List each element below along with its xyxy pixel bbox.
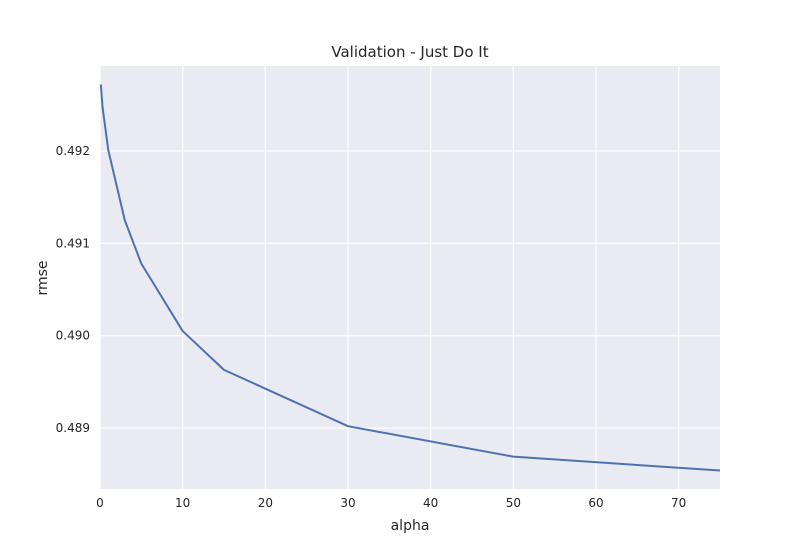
- y-axis-label: rmse: [35, 260, 51, 295]
- x-tick-labels: 0 10 20 30 40 50 60 70: [96, 496, 686, 510]
- plot-area: [100, 66, 720, 489]
- y-tick-label: 0.491: [56, 236, 90, 250]
- x-tick-label: 40: [423, 496, 438, 510]
- series-line: [99, 84, 721, 472]
- series-layer: [99, 84, 721, 472]
- chart-title: Validation - Just Do It: [331, 43, 488, 61]
- y-tick-labels: 0.489 0.490 0.491 0.492: [56, 144, 90, 435]
- x-axis-label: alpha: [391, 518, 430, 534]
- grid: [99, 66, 720, 489]
- x-tick-label: 50: [506, 496, 521, 510]
- x-tick-label: 70: [671, 496, 686, 510]
- x-tick-label: 20: [258, 496, 273, 510]
- x-tick-label: 60: [588, 496, 603, 510]
- x-tick-label: 0: [96, 496, 104, 510]
- y-tick-label: 0.492: [56, 144, 90, 158]
- x-tick-label: 10: [175, 496, 190, 510]
- x-tick-label: 30: [340, 496, 355, 510]
- y-tick-label: 0.490: [56, 329, 90, 343]
- y-tick-label: 0.489: [56, 421, 90, 435]
